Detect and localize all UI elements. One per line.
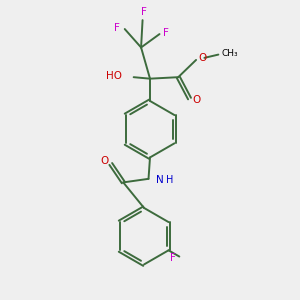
Text: H: H (166, 175, 174, 185)
Text: F: F (141, 7, 147, 17)
Text: F: F (170, 253, 176, 263)
Text: N: N (156, 175, 164, 185)
Text: F: F (164, 28, 169, 38)
Text: O: O (199, 53, 207, 64)
Text: CH₃: CH₃ (221, 49, 238, 58)
Text: O: O (100, 156, 108, 166)
Text: HO: HO (106, 71, 122, 81)
Text: O: O (192, 95, 200, 105)
Text: F: F (114, 23, 120, 33)
